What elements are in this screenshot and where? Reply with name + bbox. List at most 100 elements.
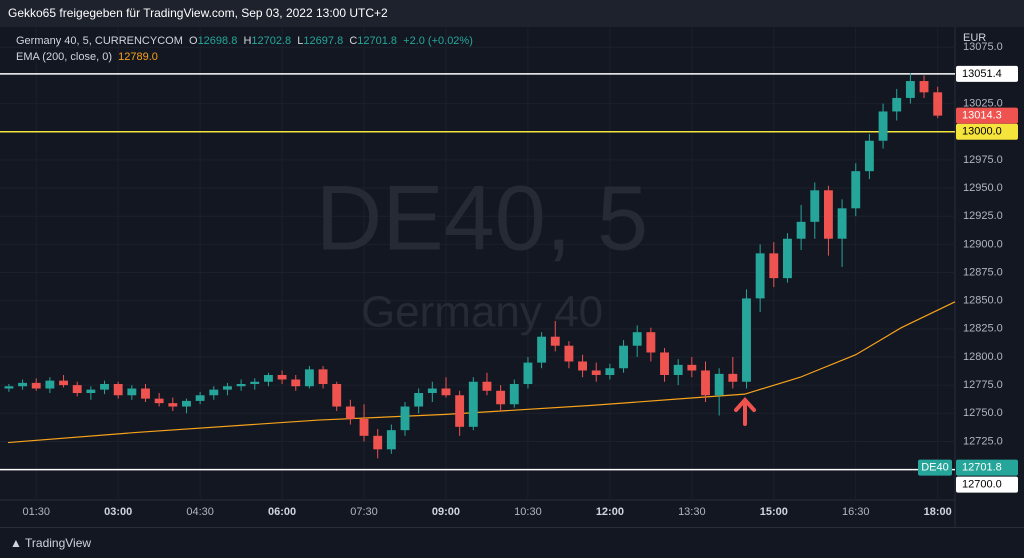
- candle-body: [837, 208, 847, 239]
- last-price-label: 13014.3: [962, 110, 1002, 122]
- hline-label-box: [956, 476, 1018, 493]
- last-price-label-box: [956, 107, 1018, 124]
- hline-label-box: [956, 65, 1018, 82]
- h-value: 12702.8: [251, 35, 292, 47]
- plot-bg: [0, 27, 1024, 527]
- y-tick-label: 12875.0: [963, 266, 1003, 278]
- candle-body: [742, 298, 751, 382]
- candle-body: [209, 389, 219, 396]
- candle-body: [291, 379, 301, 387]
- symbol: Germany 40, 5, CURRENCYCOM: [16, 35, 183, 47]
- candle-body: [359, 418, 369, 436]
- candle-body: [851, 171, 861, 209]
- o-value: 12698.8: [197, 35, 238, 47]
- y-tick-label: 13025.0: [963, 97, 1003, 109]
- l-value: 12697.8: [303, 35, 344, 47]
- candle-body: [141, 388, 150, 399]
- arrow-annotation: [734, 397, 756, 426]
- currency: EUR: [963, 32, 986, 44]
- candle-body: [72, 385, 82, 394]
- candle-body: [892, 97, 902, 112]
- candle-body: [250, 381, 260, 385]
- y-tick-label: 12950.0: [963, 182, 1003, 194]
- watermark-sub: Germany 40: [361, 288, 603, 337]
- candle-body: [100, 384, 109, 390]
- candle-body: [468, 381, 478, 427]
- candle-body: [632, 332, 642, 346]
- candle-body: [673, 364, 683, 375]
- candle-body: [878, 111, 888, 141]
- c-value: 12701.8: [357, 35, 398, 47]
- change: +2.0 (+0.02%): [403, 35, 473, 47]
- x-tick-label: 15:00: [760, 506, 788, 518]
- banner: Gekko65 freigegeben für TradingView.com,…: [0, 0, 1024, 27]
- ema-line: [7, 301, 956, 444]
- candle-body: [919, 81, 929, 93]
- candle-body: [933, 92, 943, 116]
- x-tick-label: 10:30: [514, 506, 542, 518]
- candle-body: [18, 382, 28, 387]
- candle-body: [345, 406, 355, 419]
- candle-body: [578, 361, 588, 371]
- candle-body: [277, 374, 287, 380]
- candle-body: [591, 370, 601, 375]
- candle-body: [550, 336, 560, 346]
- l-label: L: [297, 35, 304, 47]
- c-label: C: [349, 35, 358, 47]
- x-tick-label: 16:30: [842, 506, 870, 518]
- candle-body: [605, 368, 615, 375]
- candle-body: [823, 190, 833, 239]
- legend: Germany 40, 5, CURRENCYCOM O12698.8 H127…: [16, 33, 473, 65]
- candle-body: [59, 380, 68, 386]
- candle-body: [646, 332, 656, 353]
- h-label: H: [243, 35, 252, 47]
- candle-body: [427, 388, 437, 394]
- candle-body: [263, 374, 273, 382]
- candle-body: [509, 384, 519, 405]
- hline-label: 13000.0: [962, 126, 1002, 138]
- candle-body: [414, 393, 424, 407]
- x-tick-label: 04:30: [186, 506, 214, 518]
- y-tick-label: 13075.0: [963, 41, 1003, 53]
- x-tick-label: 07:30: [350, 506, 378, 518]
- candle-body: [441, 388, 451, 396]
- candle-body: [4, 386, 14, 389]
- hline-label: 12700.0: [962, 478, 1002, 490]
- candle-body: [304, 369, 314, 387]
- y-tick-label: 12850.0: [963, 295, 1003, 307]
- candle-body: [660, 352, 669, 375]
- candle-body: [182, 400, 191, 407]
- y-tick-label: 12900.0: [963, 238, 1003, 250]
- candle-body: [701, 370, 710, 396]
- candle-body: [864, 140, 874, 172]
- candle-body: [168, 403, 178, 407]
- x-tick-label: 03:00: [104, 506, 132, 518]
- o-label: O: [189, 35, 198, 47]
- brand: TradingView: [25, 536, 92, 550]
- y-tick-label: 12750.0: [963, 407, 1003, 419]
- symbol-tag: DE40: [921, 461, 949, 473]
- candle-body: [455, 395, 465, 427]
- candle-body: [332, 384, 342, 407]
- candle-body: [687, 364, 697, 371]
- candle-body: [728, 373, 738, 382]
- x-tick-label: 09:00: [432, 506, 460, 518]
- candle-body: [905, 81, 915, 98]
- candle-body: [195, 395, 205, 401]
- candle-body: [86, 389, 96, 394]
- candle-body: [45, 380, 55, 389]
- candle-body: [796, 221, 806, 239]
- candle-body: [537, 336, 547, 363]
- candle-body: [619, 345, 628, 369]
- candle-body: [755, 253, 765, 299]
- candle-body: [400, 406, 410, 431]
- y-tick-label: 12800.0: [963, 351, 1003, 363]
- y-tick-label: 12975.0: [963, 154, 1003, 166]
- candle-body: [523, 362, 533, 385]
- x-tick-label: 13:30: [678, 506, 706, 518]
- y-tick-label: 12925.0: [963, 210, 1003, 222]
- candle-body: [482, 381, 492, 391]
- candle-body: [496, 390, 506, 405]
- footer: ▲ TradingView: [0, 527, 1024, 557]
